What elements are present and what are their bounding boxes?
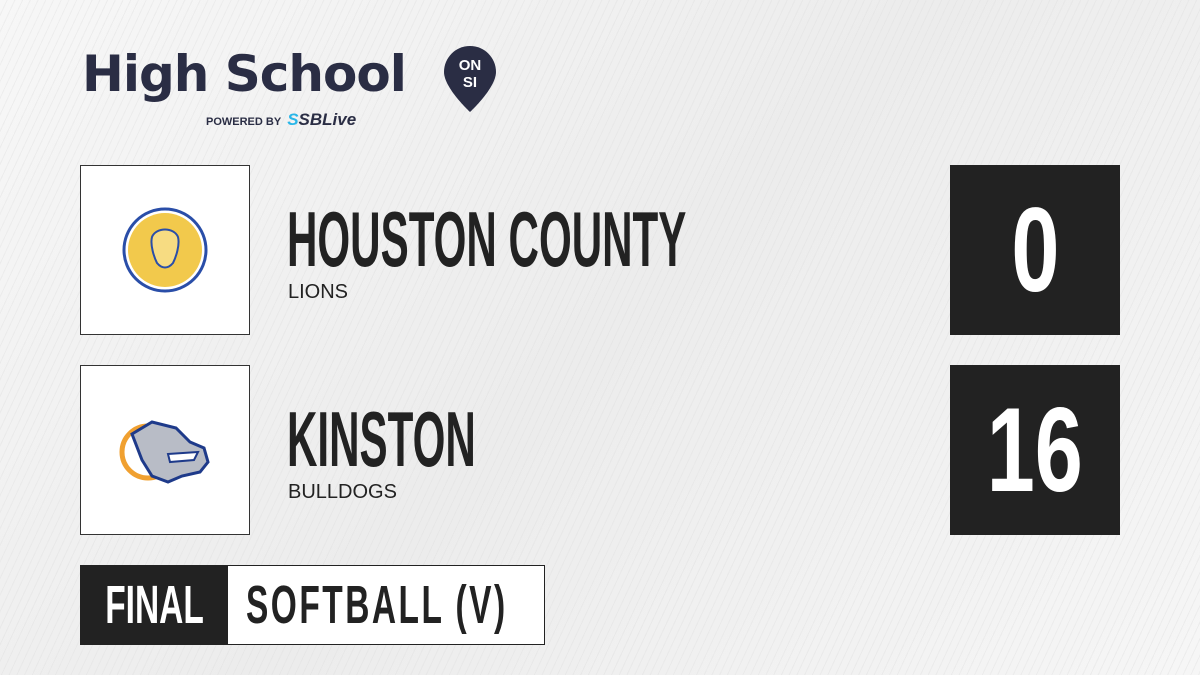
team-mascot-away: BULLDOGS (288, 481, 397, 503)
badge-top: ON (459, 57, 482, 74)
badge-bottom: SI (463, 74, 477, 91)
final-label: FINAL (81, 566, 228, 644)
score-away: 16 (950, 365, 1120, 535)
map-pin-icon: ON SI (444, 46, 496, 112)
bulldog-icon (119, 420, 210, 484)
sblive-logo: SSBLive (287, 110, 357, 129)
team-logo-away (80, 365, 250, 535)
sport-text: SOFTBALL (V) (246, 575, 508, 635)
score-away-value: 16 (986, 383, 1084, 517)
high-school-on-si-logo: High School ON SI POWERED BY SSBLive (82, 45, 496, 129)
powered-by-label: POWERED BY (206, 116, 282, 128)
powered-by: POWERED BY SSBLive (206, 110, 356, 130)
sport-label: SOFTBALL (V) (228, 566, 668, 644)
score-home: 0 (950, 165, 1120, 335)
team-name-away: KINSTON (287, 395, 476, 483)
team-name-home: HOUSTON COUNTY (287, 195, 687, 283)
team-logo-home (80, 165, 250, 335)
game-status-badge: FINAL SOFTBALL (V) (80, 565, 545, 645)
final-text: FINAL (105, 575, 204, 635)
lion-icon (122, 207, 208, 293)
logo-title: High School (82, 45, 407, 103)
score-home-value: 0 (1010, 183, 1060, 317)
team-mascot-home: LIONS (288, 281, 349, 303)
